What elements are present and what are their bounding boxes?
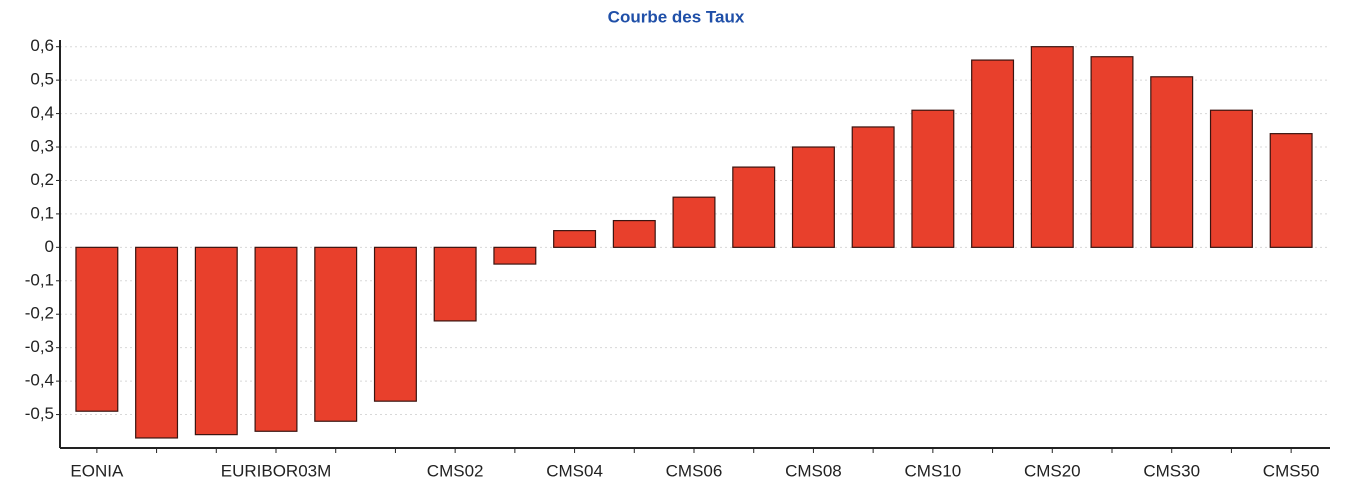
- y-tick-label: 0,6: [30, 36, 54, 55]
- x-tick-label: CMS50: [1263, 461, 1320, 480]
- bar: [254, 246, 298, 432]
- x-tick-label: CMS10: [905, 461, 962, 480]
- bar: [433, 246, 477, 322]
- y-tick-label: 0,4: [30, 103, 54, 122]
- bar: [373, 246, 417, 402]
- bar: [971, 59, 1015, 248]
- y-tick-label: -0,1: [25, 270, 54, 289]
- x-tick-label: CMS30: [1143, 461, 1200, 480]
- bar: [135, 246, 179, 439]
- x-tick-label: CMS02: [427, 461, 484, 480]
- bar: [732, 166, 776, 248]
- y-tick-label: 0,2: [30, 170, 54, 189]
- y-tick-label: 0: [45, 237, 54, 256]
- x-tick-label: EURIBOR03M: [221, 461, 332, 480]
- bar: [75, 246, 119, 412]
- y-tick-label: 0,3: [30, 137, 54, 156]
- bar: [553, 230, 597, 248]
- bar: [1209, 109, 1253, 248]
- y-tick-label: 0,5: [30, 70, 54, 89]
- bar: [911, 109, 955, 248]
- y-tick-label: -0,2: [25, 304, 54, 323]
- x-tick-label: CMS04: [546, 461, 603, 480]
- y-tick-label: -0,5: [25, 404, 54, 423]
- bar: [493, 246, 537, 265]
- x-tick-label: CMS20: [1024, 461, 1081, 480]
- bar: [194, 246, 238, 436]
- bar: [1030, 46, 1074, 248]
- bar: [1269, 133, 1313, 248]
- y-tick-label: -0,4: [25, 371, 54, 390]
- chart-title: Courbe des Taux: [608, 7, 745, 26]
- bar: [314, 246, 358, 422]
- x-tick-label: EONIA: [70, 461, 124, 480]
- x-tick-label: CMS08: [785, 461, 842, 480]
- y-tick-label: -0,3: [25, 337, 54, 356]
- bar: [672, 196, 716, 248]
- bar: [851, 126, 895, 248]
- bar: [1150, 76, 1194, 248]
- bar: [1090, 56, 1134, 248]
- bar: [791, 146, 835, 248]
- bar: [612, 219, 656, 248]
- x-tick-label: CMS06: [666, 461, 723, 480]
- y-tick-label: 0,1: [30, 203, 54, 222]
